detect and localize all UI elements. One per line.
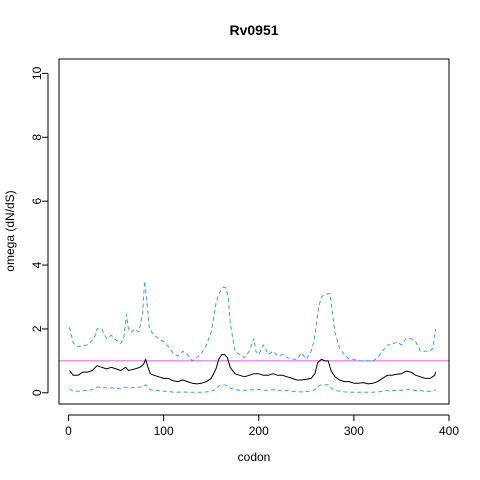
x-tick-label: 100	[154, 424, 174, 438]
series-line-upper	[69, 280, 437, 362]
series-line-lower	[69, 384, 436, 393]
x-axis-label: codon	[238, 450, 271, 464]
x-tick-label: 400	[439, 424, 459, 438]
y-tick-label: 2	[30, 325, 44, 332]
x-tick-label: 300	[344, 424, 364, 438]
y-tick-label: 6	[30, 197, 44, 204]
y-tick-label: 0	[30, 389, 44, 396]
axis-layer: 0 100 200 300 400 0 2 4 6 8 10	[30, 66, 459, 438]
chart-title: Rv0951	[229, 22, 278, 38]
y-tick-label: 4	[30, 261, 44, 268]
x-tick-label: 200	[249, 424, 269, 438]
plot-box	[58, 58, 450, 405]
y-tick-label: 10	[30, 66, 44, 80]
series-layer	[69, 280, 437, 393]
y-tick-label: 8	[30, 134, 44, 141]
series-line-omega	[69, 354, 437, 385]
x-tick-label: 0	[65, 424, 72, 438]
y-axis-label: omega (dN/dS)	[3, 190, 17, 271]
